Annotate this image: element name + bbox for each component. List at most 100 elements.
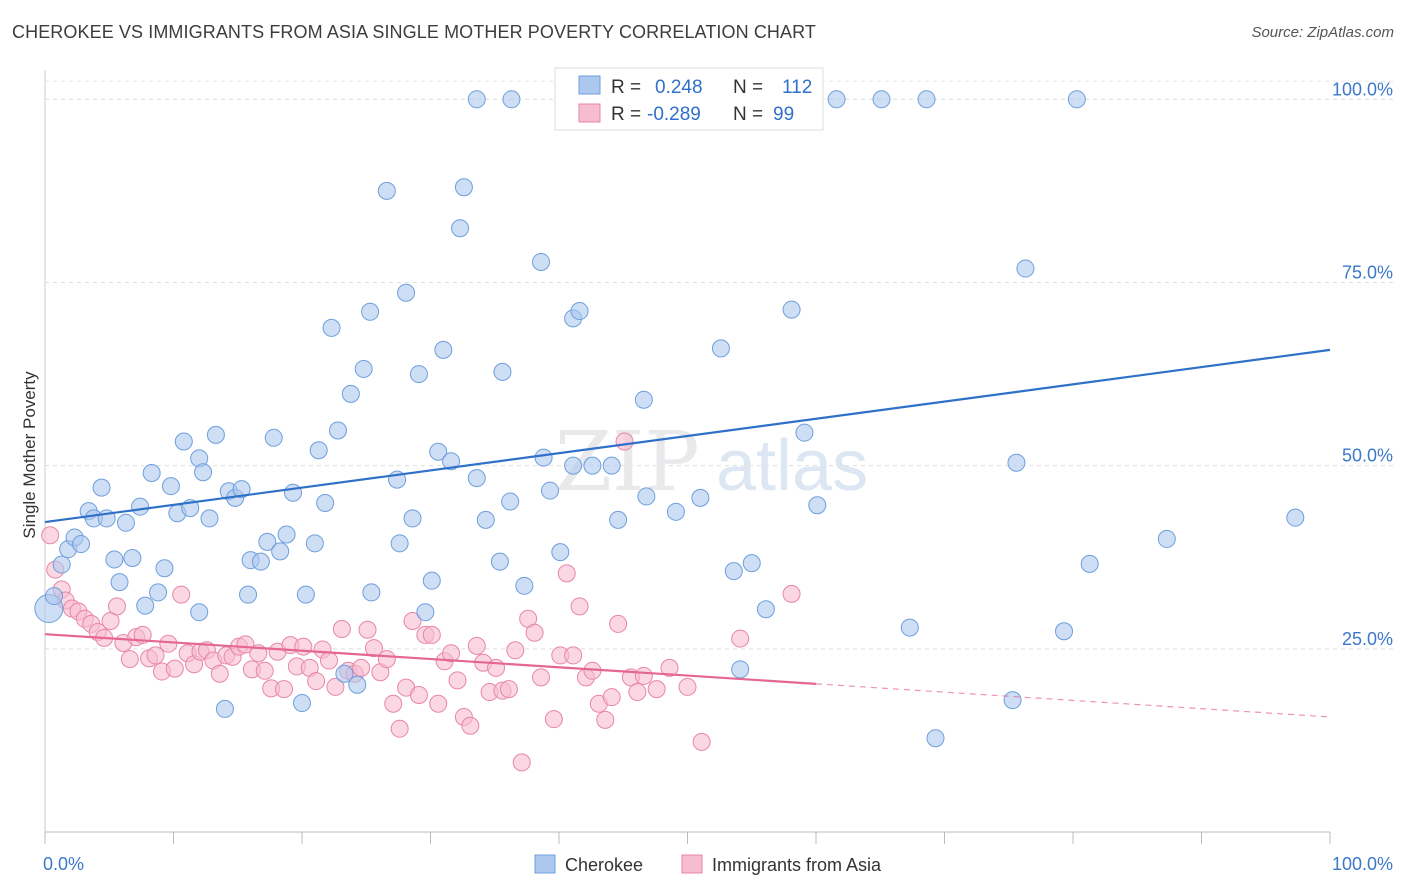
data-point-cherokee (161, 477, 180, 496)
data-point-cherokee (637, 487, 656, 506)
data-point-cherokee (271, 542, 290, 561)
data-point-cherokee (1157, 529, 1176, 548)
data-point-cherokee (296, 585, 315, 604)
data-point-cherokee (251, 552, 270, 571)
chart-title: CHEROKEE VS IMMIGRANTS FROM ASIA SINGLE … (12, 22, 816, 42)
data-point-asia (326, 677, 345, 696)
data-point-cherokee (583, 456, 602, 475)
data-point-asia (403, 611, 422, 630)
data-point-cherokee (341, 384, 360, 403)
data-point-cherokee (258, 532, 277, 551)
data-point-cherokee (493, 362, 512, 381)
y-tick-label: 50.0% (1342, 446, 1393, 466)
data-point-cherokee (602, 456, 621, 475)
cherokee-swatch (578, 75, 601, 95)
y-axis-label: Single Mother Poverty (20, 371, 39, 539)
data-point-cherokee (429, 442, 448, 461)
trend-line-asia-extension (815, 683, 1331, 718)
trend-line-cherokee (44, 348, 1331, 524)
data-point-asia (319, 651, 338, 670)
data-point-asia (570, 597, 589, 616)
data-point-cherokee (782, 300, 801, 319)
data-point-cherokee (502, 90, 521, 109)
data-point-asia (602, 688, 621, 707)
data-point-asia (532, 668, 551, 687)
data-point-cherokee (362, 583, 381, 602)
data-point-cherokee (795, 423, 814, 442)
data-point-cherokee (917, 90, 936, 109)
data-point-cherokee (293, 694, 311, 713)
data-point-cherokee (711, 339, 730, 358)
data-point-asia (172, 585, 191, 604)
data-point-asia (609, 614, 628, 633)
data-point-asia (146, 646, 165, 665)
data-point-cherokee (149, 583, 168, 602)
data-point-cherokee (284, 483, 303, 502)
data-point-cherokee (116, 513, 135, 532)
data-point-asia (358, 620, 377, 639)
data-point-cherokee (155, 559, 174, 578)
asia-swatch (578, 103, 601, 123)
trend-line-asia (44, 633, 817, 685)
data-point-cherokee (44, 587, 63, 606)
data-point-cherokee (900, 618, 919, 637)
data-point-cherokee (570, 302, 589, 321)
data-point-cherokee (1080, 554, 1099, 573)
watermark: ZIP atlas (555, 415, 868, 510)
n-label-2: N = (733, 104, 763, 125)
data-point-asia (107, 597, 126, 616)
data-point-cherokee (206, 425, 225, 444)
data-point-cherokee (724, 562, 743, 581)
data-point-cherokee (409, 365, 428, 384)
data-point-asia (512, 753, 531, 772)
data-point-cherokee (309, 441, 328, 460)
data-point-cherokee (335, 664, 354, 683)
data-point-cherokee (110, 573, 129, 592)
data-point-cherokee (515, 576, 534, 595)
data-point-cherokee (71, 535, 90, 554)
data-point-cherokee (1007, 453, 1026, 472)
data-point-cherokee (232, 480, 251, 499)
y-axis-title: Single Mother Poverty (20, 371, 39, 539)
chart-source: Source: ZipAtlas.com (1251, 24, 1394, 41)
trend-lines (44, 348, 1331, 718)
data-point-cherokee (551, 543, 570, 562)
x-tick-label-start: 0.0% (43, 854, 84, 874)
data-point-cherokee (239, 585, 258, 604)
data-point-asia (384, 694, 403, 713)
data-point-cherokee (92, 478, 111, 497)
data-point-cherokee (397, 283, 416, 302)
data-point-cherokee (416, 603, 435, 622)
data-point-cherokee (131, 497, 150, 516)
y-tick-label: 100.0% (1332, 79, 1393, 99)
data-point-cherokee (215, 699, 234, 718)
data-point-asia (461, 716, 480, 735)
legend-swatch-cherokee (534, 854, 556, 874)
data-point-asia (294, 637, 313, 656)
data-point-cherokee (609, 510, 628, 529)
data-point-cherokee (501, 492, 520, 511)
data-point-cherokee (872, 90, 891, 109)
y-tick-labels: 25.0% 50.0% 75.0% 100.0% (1332, 79, 1393, 649)
data-point-asia (377, 650, 396, 669)
data-point-cherokee (1067, 90, 1086, 109)
data-point-cherokee (361, 302, 380, 321)
data-point-cherokee (305, 534, 324, 553)
data-point-asia (499, 680, 518, 699)
data-point-asia (429, 694, 448, 713)
legend-label-asia: Immigrants from Asia (712, 855, 882, 875)
r-label-1: R = (611, 77, 641, 98)
data-point-cherokee (756, 600, 775, 619)
data-point-cherokee (142, 463, 161, 482)
data-point-cherokee (403, 509, 422, 528)
data-point-asia (275, 680, 294, 699)
data-point-asia (628, 683, 647, 702)
data-point-cherokee (200, 509, 219, 528)
r-value-1: 0.248 (655, 77, 703, 98)
data-point-asia (506, 641, 525, 660)
data-point-cherokee (467, 469, 486, 488)
data-point-asia (390, 719, 409, 738)
data-point-cherokee (328, 421, 347, 440)
legend-swatch-asia (681, 854, 703, 874)
